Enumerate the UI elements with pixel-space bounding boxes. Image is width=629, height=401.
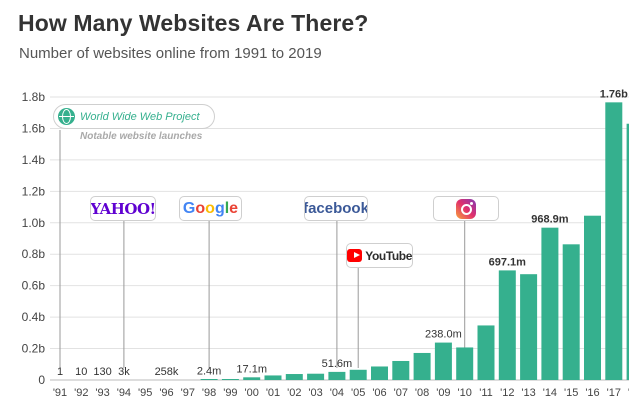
x-tick-label: '10 xyxy=(458,387,472,399)
x-tick-label: '09 xyxy=(436,387,450,399)
x-tick-label: '95 xyxy=(138,387,152,399)
google-letter: g xyxy=(214,199,225,217)
bar xyxy=(285,374,303,380)
y-tick-label: 1.0b xyxy=(22,216,46,230)
x-tick-label: '12 xyxy=(500,387,514,399)
www-project-badge: World Wide Web Project xyxy=(53,104,215,129)
y-tick-label: 1.8b xyxy=(22,90,46,104)
data-label: 10 xyxy=(75,366,87,378)
x-tick-label: '05 xyxy=(351,387,365,399)
youtube-wordmark: YouTube xyxy=(365,248,412,263)
bar xyxy=(477,325,495,380)
data-label: 697.1m xyxy=(489,256,527,268)
y-tick-label: 0.2b xyxy=(22,342,46,356)
x-tick-label: '08 xyxy=(415,387,429,399)
bar xyxy=(541,227,559,380)
notable-launches-label: Notable website launches xyxy=(80,131,203,142)
x-tick-label: '97 xyxy=(181,387,195,399)
data-label: 1.76b xyxy=(600,88,628,100)
x-tick-label: '13 xyxy=(521,387,535,399)
youtube-logo: YouTube xyxy=(346,243,413,268)
data-label: 51.6m xyxy=(322,358,353,370)
data-label: 130 xyxy=(93,366,111,378)
bar xyxy=(371,366,388,380)
data-label: 258k xyxy=(155,366,179,378)
data-label: 3k xyxy=(118,366,130,378)
bar xyxy=(584,215,601,380)
y-tick-label: 0.6b xyxy=(22,279,46,293)
bar xyxy=(328,371,346,380)
x-tick-label: '91 xyxy=(53,387,67,399)
data-label: 2.4m xyxy=(197,366,221,378)
x-tick-label: '07 xyxy=(394,387,408,399)
bar xyxy=(200,379,218,380)
google-letter: o xyxy=(195,199,206,217)
bar xyxy=(392,360,410,380)
x-tick-label: '11 xyxy=(479,387,493,399)
x-tick-label: '98 xyxy=(202,387,216,399)
yahoo-logo: YAHOO! xyxy=(90,196,156,221)
x-tick-label: '06 xyxy=(372,387,386,399)
data-label: 1 xyxy=(57,366,63,378)
bar xyxy=(243,377,261,380)
x-tick-label: '92 xyxy=(74,387,88,399)
globe-icon xyxy=(58,108,75,125)
chart-subtitle: Number of websites online from 1991 to 2… xyxy=(19,45,322,62)
x-tick-label: '96 xyxy=(159,387,173,399)
y-tick-label: 0.8b xyxy=(22,247,46,261)
y-tick-label: 0 xyxy=(38,373,45,387)
bar xyxy=(349,369,367,380)
google-letter: e xyxy=(229,199,239,217)
x-tick-label: '18 xyxy=(628,387,629,399)
bar xyxy=(413,352,431,380)
x-tick-label: '99 xyxy=(223,387,237,399)
x-tick-label: '04 xyxy=(330,387,344,399)
y-tick-label: 1.6b xyxy=(22,121,46,135)
data-label: 17.1m xyxy=(236,363,267,375)
data-label: 968.9m xyxy=(531,214,569,226)
bar xyxy=(520,274,538,380)
youtube-play-icon xyxy=(347,249,363,262)
www-project-label: World Wide Web Project xyxy=(80,110,200,123)
instagram-icon xyxy=(456,198,476,219)
bar xyxy=(456,347,474,380)
data-label: 238.0m xyxy=(425,329,462,341)
x-tick-label: '01 xyxy=(266,387,280,399)
x-tick-label: '14 xyxy=(543,387,557,399)
y-tick-label: 1.4b xyxy=(22,153,46,167)
google-letter: o xyxy=(205,199,215,217)
x-tick-label: '00 xyxy=(245,387,259,399)
x-tick-label: '15 xyxy=(564,387,578,399)
google-letter: l xyxy=(224,199,230,217)
google-letter: G xyxy=(182,199,196,217)
x-tick-label: '93 xyxy=(95,387,109,399)
bar xyxy=(221,379,239,380)
x-tick-label: '03 xyxy=(308,387,322,399)
instagram-logo xyxy=(433,196,499,221)
bar xyxy=(307,373,325,380)
facebook-logo: facebook xyxy=(304,196,368,221)
chart-title: How Many Websites Are There? xyxy=(18,10,369,36)
x-tick-label: '02 xyxy=(287,387,301,399)
bar xyxy=(562,244,580,380)
y-tick-label: 1.2b xyxy=(22,184,46,198)
y-tick-label: 0.4b xyxy=(22,310,46,324)
bar xyxy=(605,102,623,381)
x-tick-label: '94 xyxy=(117,387,131,399)
x-tick-label: '17 xyxy=(607,387,621,399)
bar xyxy=(434,342,452,380)
bar xyxy=(264,375,282,380)
bar xyxy=(498,270,516,380)
x-tick-label: '16 xyxy=(585,387,599,399)
bar xyxy=(626,123,629,380)
